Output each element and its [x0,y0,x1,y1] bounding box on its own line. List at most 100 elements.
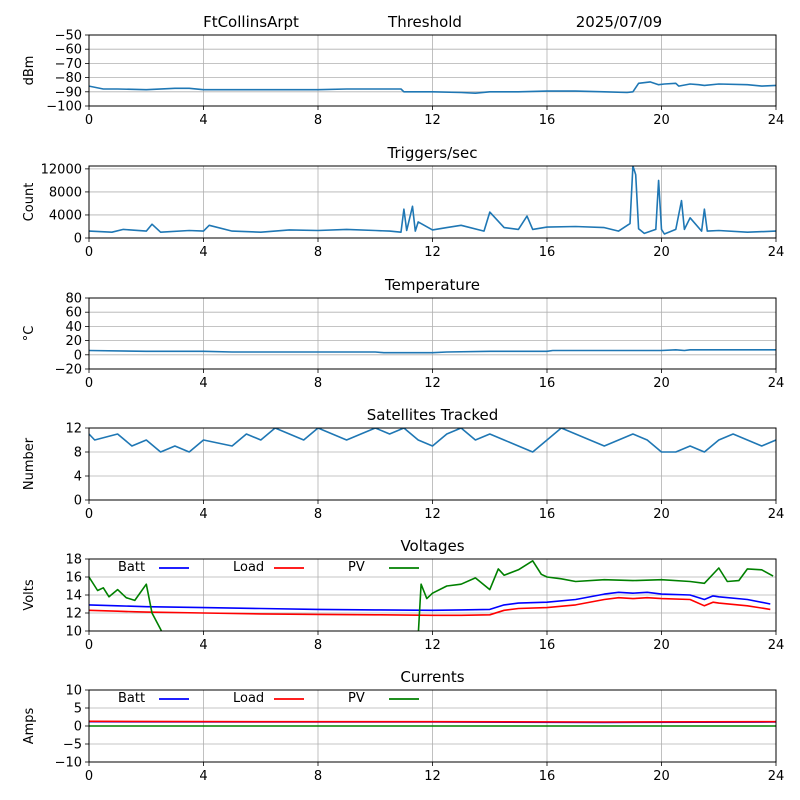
currents-xtick-label-3: 12 [424,769,441,784]
triggers-title: Triggers/sec [387,144,478,162]
currents-legend-label-load: Load [233,691,264,706]
triggers-ytick-label-0: 0 [74,232,82,247]
temperature-axes-frame [88,297,777,370]
voltages-xtick-label-4: 16 [539,638,556,653]
station-name: FtCollinsArpt [203,13,299,31]
satellites-ytick-label-2: 8 [74,446,82,461]
currents-legend-label-pv: PV [348,691,365,706]
threshold-xtick-label-3: 12 [424,113,441,128]
currents-ylabel: Amps [22,707,37,744]
temperature-ylabel: °C [22,326,37,342]
voltages-xtick-label-1: 4 [199,638,207,653]
threshold-ytick-label-1: −90 [55,85,82,100]
triggers-xtick-label-3: 12 [424,245,441,260]
voltages-xtick-label-3: 12 [424,638,441,653]
date-label: 2025/07/09 [576,13,662,31]
temperature-xtick-label-2: 8 [314,376,322,391]
satellites-xtick-label-3: 12 [424,507,441,522]
triggers-ytick-label-3: 12000 [41,162,82,177]
satellites-ytick-label-0: 0 [74,494,82,509]
triggers-xtick-label-1: 4 [199,245,207,260]
voltages-ytick-label-1: 12 [65,607,82,622]
satellites-ytick-label-3: 12 [65,422,82,437]
threshold-xtick-label-2: 8 [314,113,322,128]
threshold-xtick-label-5: 20 [653,113,670,128]
threshold-ytick-label-0: −100 [46,100,82,115]
triggers-xtick-label-0: 0 [85,245,93,260]
triggers-xtick-label-4: 16 [539,245,556,260]
triggers-xtick-label-2: 8 [314,245,322,260]
satellites-xtick-label-0: 0 [85,507,93,522]
temperature-ytick-label-3: 40 [65,320,82,335]
currents-xtick-label-5: 20 [653,769,670,784]
satellites-xtick-label-6: 24 [768,507,785,522]
satellites-title: Satellites Tracked [367,406,498,424]
currents-ytick-label-2: 0 [74,720,82,735]
triggers-ytick-label-1: 4000 [49,208,82,223]
currents-xtick-label-0: 0 [85,769,93,784]
currents-ytick-label-1: −5 [63,738,82,753]
threshold-xtick-label-4: 16 [539,113,556,128]
triggers-xtick-label-5: 20 [653,245,670,260]
voltages-ytick-label-4: 18 [65,553,82,568]
currents-xtick-label-4: 16 [539,769,556,784]
triggers-ylabel: Count [22,183,37,222]
threshold-ytick-label-5: −50 [55,29,82,44]
threshold-xtick-label-1: 4 [199,113,207,128]
currents-axes-frame [88,689,777,763]
voltages-series-line-load [89,596,771,617]
currents-xtick-label-2: 8 [314,769,322,784]
voltages-ytick-label-3: 16 [65,571,82,586]
voltages-legend-label-pv: PV [348,560,365,575]
temperature-ytick-label-4: 60 [65,306,82,321]
voltages-legend-label-batt: Batt [118,560,145,575]
voltages-xtick-label-2: 8 [314,638,322,653]
voltages-series-line-batt [89,591,771,612]
temperature-ytick-label-0: −20 [55,363,82,378]
temperature-ytick-label-1: 0 [74,348,82,363]
satellites-xtick-label-2: 8 [314,507,322,522]
chart-label-threshold: Threshold [387,13,462,31]
triggers-axes-frame [88,165,777,239]
temperature-ytick-label-2: 20 [65,334,82,349]
currents-xtick-label-6: 24 [768,769,785,784]
threshold-axes-frame [88,34,777,107]
temperature-xtick-label-6: 24 [768,376,785,391]
threshold-ytick-label-4: −60 [55,43,82,58]
satellites-xtick-label-1: 4 [199,507,207,522]
currents-ytick-label-3: 5 [74,702,82,717]
currents-xtick-label-1: 4 [199,769,207,784]
voltages-axes-frame [88,558,777,632]
threshold-series-line-0 [89,81,776,94]
temperature-ytick-label-5: 80 [65,292,82,307]
currents-ytick-label-4: 10 [65,684,82,699]
currents-ytick-label-0: −10 [55,756,82,771]
threshold-ytick-label-3: −70 [55,57,82,72]
threshold-ytick-label-2: −80 [55,71,82,86]
voltages-xtick-label-6: 24 [768,638,785,653]
satellites-ylabel: Number [22,437,37,490]
satellites-series-line-0 [89,428,776,453]
temperature-xtick-label-0: 0 [85,376,93,391]
voltages-title: Voltages [400,537,464,555]
voltages-ylabel: Volts [22,579,37,611]
temperature-series-line-0 [89,348,776,354]
voltages-legend-label-load: Load [233,560,264,575]
temperature-title: Temperature [384,276,480,294]
satellites-xtick-label-4: 16 [539,507,556,522]
temperature-xtick-label-4: 16 [539,376,556,391]
voltages-xtick-label-5: 20 [653,638,670,653]
satellites-axes-frame [88,427,777,501]
currents-series-line-load [89,720,776,723]
temperature-xtick-label-5: 20 [653,376,670,391]
voltages-ytick-label-0: 10 [65,625,82,640]
satellites-xtick-label-5: 20 [653,507,670,522]
voltages-xtick-label-0: 0 [85,638,93,653]
voltages-ytick-label-2: 14 [65,589,82,604]
currents-title: Currents [400,668,464,686]
threshold-xtick-label-0: 0 [85,113,93,128]
triggers-series-line-0 [89,166,776,235]
currents-legend-label-batt: Batt [118,691,145,706]
triggers-ytick-label-2: 8000 [49,185,82,200]
